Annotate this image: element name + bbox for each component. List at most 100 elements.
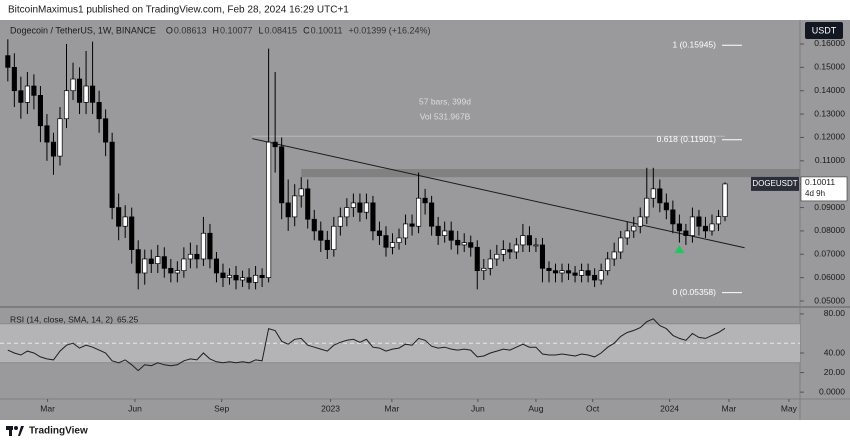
x-tick-label: 2024 bbox=[660, 403, 679, 413]
candle-body bbox=[142, 258, 148, 274]
candle-body bbox=[585, 270, 591, 276]
candle-body bbox=[161, 256, 167, 269]
candle-body bbox=[233, 274, 239, 281]
candle-body bbox=[357, 202, 363, 213]
candle-body bbox=[279, 146, 285, 204]
legend: Dogecoin / TetherUS, 1W, BINANCE bbox=[10, 25, 156, 35]
measure-volume: Vol 531.967B bbox=[420, 111, 471, 121]
candle-body bbox=[213, 258, 220, 274]
y-tick-label: 0.06000 bbox=[814, 272, 845, 282]
candle-body bbox=[135, 249, 141, 274]
candle-body bbox=[383, 235, 389, 248]
price-tag-countdown: 4d 9h bbox=[805, 189, 825, 198]
candle-body bbox=[468, 242, 474, 248]
candle-body bbox=[546, 267, 552, 271]
candle-body bbox=[389, 242, 396, 248]
candle-body bbox=[298, 188, 304, 197]
candle-body bbox=[370, 202, 376, 232]
candle-body bbox=[305, 188, 311, 220]
candle-body bbox=[155, 256, 161, 264]
currency-badge bbox=[805, 22, 843, 39]
candle-body bbox=[637, 216, 643, 227]
candle-body bbox=[318, 230, 324, 241]
y-tick-label: 0.07000 bbox=[814, 249, 845, 259]
candle-body bbox=[631, 225, 637, 232]
candle-body bbox=[350, 202, 356, 208]
candle-body bbox=[220, 272, 226, 279]
rsi-line bbox=[7, 318, 726, 372]
candle-body bbox=[526, 235, 532, 246]
x-tick-label: 2023 bbox=[321, 403, 340, 413]
x-tick-label: May bbox=[781, 403, 798, 413]
candle-body bbox=[513, 244, 519, 253]
y-tick-label: 0.05000 bbox=[814, 295, 845, 305]
candle-body bbox=[311, 218, 317, 232]
candle-body bbox=[337, 216, 343, 227]
fib-label: 0.618 (0.11901) bbox=[657, 134, 717, 144]
candle-body bbox=[76, 78, 83, 103]
x-tick-label: Mar bbox=[722, 403, 737, 413]
candle-body bbox=[611, 251, 617, 260]
candle-body bbox=[429, 202, 435, 227]
footer-logo bbox=[6, 426, 24, 436]
fib-label: 1 (0.15945) bbox=[673, 40, 717, 50]
ohlc-letter: O bbox=[166, 25, 173, 35]
candle-body bbox=[24, 85, 30, 103]
candle-body bbox=[624, 230, 630, 239]
candle-body bbox=[592, 274, 598, 281]
candle-body bbox=[57, 118, 63, 157]
candle-body bbox=[331, 225, 337, 250]
candle-body bbox=[416, 197, 422, 227]
candle-body bbox=[96, 102, 102, 120]
y-tick-label: 0.12000 bbox=[814, 132, 845, 142]
rsi-value: 65.25 bbox=[117, 314, 139, 324]
candle-body bbox=[474, 246, 480, 271]
ohlc-change: +0.01399 (+16.24%) bbox=[348, 25, 430, 35]
rsi-y-tick-label: 40.00 bbox=[824, 347, 846, 357]
candle-body bbox=[461, 242, 467, 246]
y-tick-label: 0.14000 bbox=[814, 85, 845, 95]
y-tick-label: 0.11000 bbox=[815, 155, 845, 165]
candle-body bbox=[409, 223, 415, 227]
candle-body bbox=[533, 244, 539, 247]
candle-body bbox=[644, 197, 650, 218]
candle-body bbox=[494, 253, 500, 260]
symbol-badge bbox=[751, 176, 799, 191]
price-tag-value: 0.10011 bbox=[805, 177, 835, 187]
candle-body bbox=[579, 270, 585, 276]
candle-body bbox=[657, 188, 663, 204]
currency: USDT bbox=[812, 25, 837, 35]
y-tick-label: 0.09000 bbox=[814, 202, 845, 212]
candle-body bbox=[676, 223, 682, 232]
ohlc-value: 0.10011 bbox=[311, 25, 343, 35]
candle-body bbox=[239, 277, 246, 281]
candle-body bbox=[572, 272, 578, 276]
candle-body bbox=[539, 244, 546, 269]
rsi-y-tick-label: 20.00 bbox=[824, 367, 846, 377]
candle-body bbox=[194, 253, 200, 260]
candle-body bbox=[31, 85, 37, 96]
candle-body bbox=[103, 118, 109, 143]
ohlc-letter: H bbox=[212, 25, 219, 35]
ohlc-letter: C bbox=[303, 25, 310, 35]
publish-header: BitcoinMaximus1 published on TradingView… bbox=[8, 5, 349, 16]
candle-body bbox=[259, 274, 265, 279]
candle-body bbox=[266, 141, 272, 279]
candle-body bbox=[598, 270, 604, 281]
candle-body bbox=[552, 270, 559, 274]
candle-body bbox=[246, 277, 252, 283]
x-tick-label: Jun bbox=[471, 403, 485, 413]
measure-bars: 57 bars, 399d bbox=[419, 96, 471, 106]
y-tick-label: 0.15000 bbox=[814, 62, 845, 72]
footer-brand: TradingView bbox=[29, 426, 88, 437]
candle-body bbox=[663, 202, 669, 211]
candle-body bbox=[448, 230, 454, 241]
x-tick-label: Mar bbox=[385, 403, 400, 413]
ohlc-value: 0.10077 bbox=[220, 25, 253, 35]
rsi-y-tick-label: 0.0000 bbox=[819, 386, 845, 396]
candle-body bbox=[689, 216, 695, 236]
candle-body bbox=[455, 239, 461, 246]
candle-body bbox=[181, 258, 187, 271]
candle-body bbox=[70, 78, 76, 92]
candle-body bbox=[44, 125, 50, 143]
